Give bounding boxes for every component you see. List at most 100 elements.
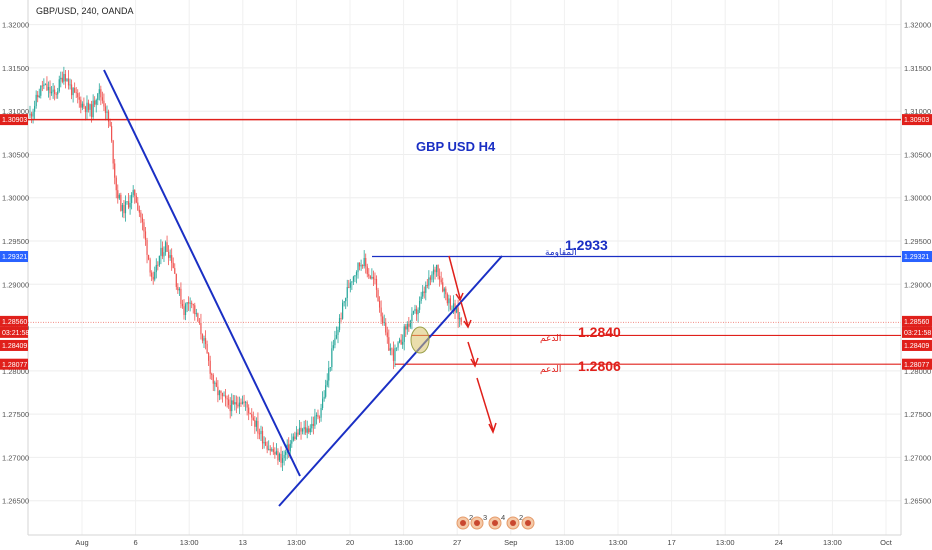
candle bbox=[415, 305, 418, 321]
badge-support-1: 1.28409 bbox=[902, 339, 932, 351]
candle bbox=[351, 281, 353, 290]
candle bbox=[204, 330, 207, 350]
candle bbox=[77, 89, 79, 104]
candle bbox=[143, 218, 145, 239]
candle bbox=[305, 419, 307, 435]
candle bbox=[354, 275, 356, 283]
candle bbox=[50, 85, 53, 96]
candle bbox=[331, 341, 333, 371]
candle bbox=[171, 248, 173, 271]
y-tick-right: 1.32000 bbox=[904, 21, 931, 30]
svg-text:03:21:58: 03:21:58 bbox=[904, 330, 931, 337]
candle bbox=[231, 393, 233, 417]
candle bbox=[63, 66, 65, 85]
candle bbox=[180, 282, 182, 309]
projection-arrows bbox=[448, 255, 497, 434]
candle bbox=[428, 270, 430, 290]
candle bbox=[325, 379, 327, 399]
candle bbox=[44, 83, 46, 86]
candle bbox=[81, 101, 83, 111]
uptrend-line[interactable] bbox=[278, 255, 503, 507]
candle bbox=[403, 324, 405, 351]
candle bbox=[144, 227, 147, 246]
retest-highlight bbox=[410, 326, 430, 354]
candle bbox=[64, 69, 67, 89]
candle bbox=[98, 83, 100, 101]
grid-layer bbox=[28, 0, 901, 535]
candle bbox=[268, 440, 270, 451]
event-marker[interactable]: 2 bbox=[506, 513, 523, 530]
resistance-arabic-label: المقاومة bbox=[545, 248, 577, 258]
candle bbox=[147, 254, 150, 261]
candle bbox=[334, 330, 336, 349]
candle bbox=[83, 97, 85, 109]
candle bbox=[368, 268, 370, 280]
candle bbox=[30, 111, 33, 124]
candle bbox=[329, 367, 331, 372]
y-tick-right: 1.27500 bbox=[904, 410, 931, 419]
candle bbox=[134, 189, 136, 204]
candle bbox=[124, 195, 127, 222]
candle bbox=[292, 433, 294, 442]
candle bbox=[274, 447, 276, 459]
y-tick-right: 1.28000 bbox=[904, 367, 931, 376]
candle bbox=[194, 302, 196, 321]
candle bbox=[201, 333, 204, 344]
candle bbox=[448, 294, 450, 312]
candle bbox=[449, 295, 452, 311]
event-count: 2 bbox=[469, 513, 473, 522]
candle bbox=[37, 91, 39, 103]
candle bbox=[326, 373, 328, 388]
event-marker[interactable] bbox=[521, 516, 535, 530]
badge-support-2: 1.28077 bbox=[902, 358, 932, 370]
candle bbox=[460, 316, 462, 326]
candle bbox=[414, 304, 416, 314]
svg-text:1.28560: 1.28560 bbox=[904, 319, 929, 326]
badge-timer: 03:21:58 bbox=[0, 326, 29, 338]
candle bbox=[163, 246, 165, 263]
candle bbox=[265, 437, 267, 447]
y-tick-right: 1.30500 bbox=[904, 150, 931, 159]
candle bbox=[215, 377, 217, 388]
candle bbox=[363, 250, 365, 269]
candle bbox=[343, 300, 345, 307]
downtrend-line[interactable] bbox=[103, 69, 301, 477]
candle bbox=[281, 450, 284, 472]
candle bbox=[254, 416, 256, 434]
candle bbox=[295, 426, 298, 440]
candle bbox=[197, 312, 199, 322]
y-tick-left: 1.27000 bbox=[2, 453, 29, 462]
candle bbox=[419, 296, 421, 313]
candle bbox=[309, 424, 311, 436]
y-tick-left: 1.29000 bbox=[2, 280, 29, 289]
candle bbox=[459, 311, 461, 328]
badge-resistance: 1.29321 bbox=[902, 251, 932, 263]
event-count: 3 bbox=[483, 513, 487, 522]
candle bbox=[198, 317, 200, 325]
event-count: 4 bbox=[501, 513, 505, 522]
candle bbox=[126, 201, 128, 205]
candle bbox=[306, 420, 308, 439]
candle bbox=[294, 431, 296, 441]
candle bbox=[70, 79, 73, 100]
symbol-title: GBP/USD, 240, OANDA bbox=[36, 6, 134, 16]
y-tick-right: 1.30000 bbox=[904, 194, 931, 203]
candle bbox=[52, 82, 54, 99]
candle bbox=[372, 270, 375, 287]
candle bbox=[432, 264, 435, 283]
svg-text:1.29321: 1.29321 bbox=[2, 254, 27, 261]
candle bbox=[234, 395, 236, 411]
badge-current: 1.28560 bbox=[0, 315, 28, 327]
candle bbox=[397, 341, 399, 351]
candle bbox=[46, 76, 48, 91]
candle bbox=[38, 88, 40, 99]
event-marker[interactable]: 4 bbox=[488, 513, 505, 530]
candle bbox=[224, 388, 227, 407]
event-marker[interactable]: 2 bbox=[456, 513, 473, 530]
event-marker[interactable]: 3 bbox=[470, 513, 487, 530]
candle bbox=[342, 299, 344, 320]
candle bbox=[221, 392, 224, 403]
candle bbox=[392, 341, 395, 370]
candle bbox=[285, 449, 287, 461]
